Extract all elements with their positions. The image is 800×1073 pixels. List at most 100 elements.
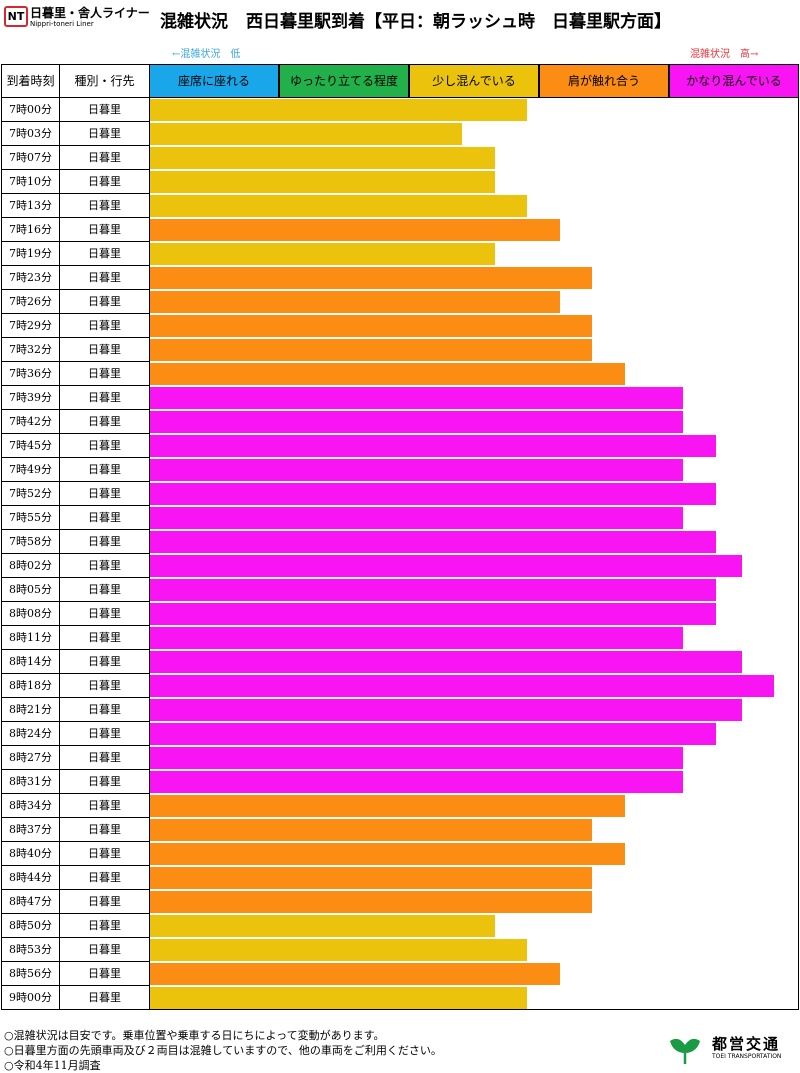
- destination: 日暮里: [59, 290, 149, 314]
- table-row: 8時40分 日暮里: [1, 842, 799, 866]
- bar-track: [149, 866, 799, 890]
- congestion-bar: [150, 771, 683, 793]
- destination: 日暮里: [59, 146, 149, 170]
- bar-track: [149, 218, 799, 242]
- ginkgo-leaf-icon: [670, 1038, 700, 1064]
- destination: 日暮里: [59, 122, 149, 146]
- table-row: 8時47分 日暮里: [1, 890, 799, 914]
- bar-track: [149, 530, 799, 554]
- table-row: 7時23分 日暮里: [1, 266, 799, 290]
- bar-track: [149, 674, 799, 698]
- congestion-bar: [150, 243, 495, 265]
- table-row: 8時05分 日暮里: [1, 578, 799, 602]
- table-bottom-border: [1, 1009, 799, 1010]
- bar-track: [149, 98, 799, 122]
- destination: 日暮里: [59, 650, 149, 674]
- arrival-time: 7時23分: [1, 266, 59, 290]
- page-title: 混雑状況 西日暮里駅到着【平日：朝ラッシュ時 日暮里駅方面】: [160, 7, 671, 32]
- congestion-bar: [150, 555, 742, 577]
- table-row: 8時34分 日暮里: [1, 794, 799, 818]
- table-header: 到着時刻 種別・行先 座席に座れる ゆったり立てる程度 少し混んでいる 肩が触れ合うか…: [1, 64, 799, 98]
- congestion-bar: [150, 675, 774, 697]
- bar-track: [149, 650, 799, 674]
- arrival-time: 7時13分: [1, 194, 59, 218]
- line-name: 日暮里・舎人ライナー: [30, 6, 150, 20]
- arrival-time: 7時19分: [1, 242, 59, 266]
- brand-logo: 都営交通 TOEI TRANSPORTATION: [668, 1033, 793, 1067]
- table-row: 7時16分 日暮里: [1, 218, 799, 242]
- table-row: 7時32分 日暮里: [1, 338, 799, 362]
- destination: 日暮里: [59, 770, 149, 794]
- congestion-bar: [150, 339, 592, 361]
- congestion-bar: [150, 795, 625, 817]
- arrival-time: 9時00分: [1, 986, 59, 1010]
- table-row: 8時14分 日暮里: [1, 650, 799, 674]
- table-row: 7時03分 日暮里: [1, 122, 799, 146]
- bar-track: [149, 146, 799, 170]
- congestion-bar: [150, 123, 462, 145]
- congestion-bar: [150, 603, 716, 625]
- note-2: ○日暮里方面の先頭車両及び２両目は混雑していますので、他の車両をご利用ください。: [4, 1044, 442, 1057]
- congestion-bar: [150, 747, 683, 769]
- congestion-bar: [150, 531, 716, 553]
- note-3: ○令和4年11月調査: [4, 1059, 101, 1072]
- congestion-bar: [150, 267, 592, 289]
- congestion-bar: [150, 723, 716, 745]
- arrival-time: 8時47分: [1, 890, 59, 914]
- destination: 日暮里: [59, 434, 149, 458]
- table-row: 7時52分 日暮里: [1, 482, 799, 506]
- arrival-time: 7時03分: [1, 122, 59, 146]
- column-header-dest: 種別・行先: [59, 64, 150, 98]
- congestion-bar: [150, 315, 592, 337]
- destination: 日暮里: [59, 458, 149, 482]
- table-row: 7時26分 日暮里: [1, 290, 799, 314]
- destination: 日暮里: [59, 722, 149, 746]
- table-row: 8時18分 日暮里: [1, 674, 799, 698]
- destination: 日暮里: [59, 242, 149, 266]
- destination: 日暮里: [59, 746, 149, 770]
- arrival-time: 7時16分: [1, 218, 59, 242]
- arrival-time: 7時39分: [1, 386, 59, 410]
- destination: 日暮里: [59, 866, 149, 890]
- bar-track: [149, 842, 799, 866]
- destination: 日暮里: [59, 266, 149, 290]
- arrival-time: 7時10分: [1, 170, 59, 194]
- arrival-time: 7時32分: [1, 338, 59, 362]
- table-row: 7時29分 日暮里: [1, 314, 799, 338]
- destination: 日暮里: [59, 962, 149, 986]
- congestion-bar: [150, 195, 527, 217]
- table-row: 8時31分 日暮里: [1, 770, 799, 794]
- destination: 日暮里: [59, 170, 149, 194]
- destination: 日暮里: [59, 218, 149, 242]
- destination: 日暮里: [59, 626, 149, 650]
- table-row: 9時00分 日暮里: [1, 986, 799, 1010]
- table-row: 7時36分 日暮里: [1, 362, 799, 386]
- table-row: 8時53分 日暮里: [1, 938, 799, 962]
- bar-track: [149, 626, 799, 650]
- bar-track: [149, 962, 799, 986]
- destination: 日暮里: [59, 338, 149, 362]
- table-row: 7時45分 日暮里: [1, 434, 799, 458]
- line-name-english: Nippri-toneri Liner: [30, 20, 94, 28]
- destination: 日暮里: [59, 698, 149, 722]
- congestion-bar: [150, 435, 716, 457]
- congestion-bar: [150, 699, 742, 721]
- destination: 日暮里: [59, 938, 149, 962]
- congestion-bar: [150, 939, 527, 961]
- arrival-time: 7時42分: [1, 410, 59, 434]
- arrival-time: 8時40分: [1, 842, 59, 866]
- table-row: 8時21分 日暮里: [1, 698, 799, 722]
- legend-level-1: 座席に座れる: [149, 64, 279, 98]
- legend-level-5: かなり混んでいる: [669, 64, 799, 98]
- congestion-bar: [150, 651, 742, 673]
- arrival-time: 7時58分: [1, 530, 59, 554]
- table-row: 7時42分 日暮里: [1, 410, 799, 434]
- bar-track: [149, 506, 799, 530]
- congestion-bar: [150, 147, 495, 169]
- table-row: 7時00分 日暮里: [1, 98, 799, 122]
- destination: 日暮里: [59, 986, 149, 1010]
- destination: 日暮里: [59, 98, 149, 122]
- table-row: 8時50分 日暮里: [1, 914, 799, 938]
- arrival-time: 7時55分: [1, 506, 59, 530]
- legend-level-3: 少し混んでいる: [409, 64, 539, 98]
